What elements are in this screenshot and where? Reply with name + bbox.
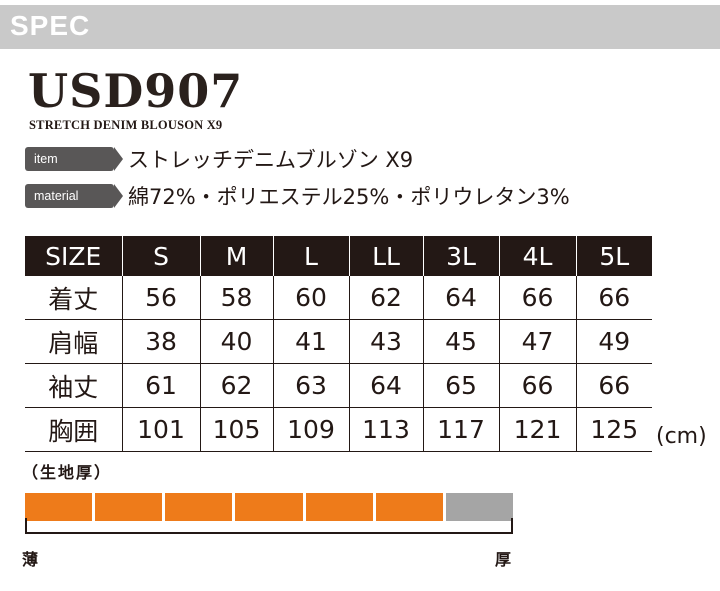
size-table-header: SIZE S M L LL 3L 4L 5L xyxy=(25,236,652,276)
table-cell: 66 xyxy=(575,276,652,320)
table-cell: 49 xyxy=(575,319,652,364)
header-cell: LL xyxy=(348,236,423,276)
table-cell: 121 xyxy=(498,407,576,452)
table-cell: 56 xyxy=(121,276,200,320)
table-cell: 66 xyxy=(498,276,576,320)
thickness-segment-filled xyxy=(165,493,233,521)
row-label: 胸囲 xyxy=(25,407,122,452)
fabric-thickness-title: （生地厚） xyxy=(22,463,113,482)
unit-label: (cm) xyxy=(656,424,707,449)
table-row: 胸囲 101 105 109 113 117 121 125 xyxy=(25,407,652,452)
table-cell: 40 xyxy=(199,319,273,364)
header-cell: M xyxy=(199,236,273,276)
table-cell: 62 xyxy=(348,276,423,320)
table-cell: 125 xyxy=(575,407,652,452)
table-cell: 38 xyxy=(121,319,200,364)
header-cell: SIZE xyxy=(25,236,122,276)
table-cell: 58 xyxy=(199,276,273,320)
table-cell: 45 xyxy=(422,319,499,364)
size-table: SIZE S M L LL 3L 4L 5L 着丈 56 58 60 62 64… xyxy=(25,236,652,452)
model-number: USD907 xyxy=(28,64,244,118)
spec-header-bar: SPEC xyxy=(0,5,720,49)
spec-title: SPEC xyxy=(10,10,91,41)
row-label: 着丈 xyxy=(25,276,122,320)
row-label: 袖丈 xyxy=(25,363,122,408)
table-cell: 64 xyxy=(422,276,499,320)
item-value: ストレッチデニムブルゾン X9 xyxy=(128,148,414,172)
product-subtitle: STRETCH DENIM BLOUSON X9 xyxy=(29,118,223,132)
header-cell: 3L xyxy=(422,236,499,276)
table-cell: 109 xyxy=(272,407,349,452)
header-cell: 4L xyxy=(498,236,576,276)
material-label: material xyxy=(25,184,123,208)
table-cell: 64 xyxy=(348,363,423,408)
thin-label: 薄 xyxy=(22,550,39,569)
table-cell: 43 xyxy=(348,319,423,364)
row-label: 肩幅 xyxy=(25,319,122,364)
header-cell: S xyxy=(121,236,200,276)
table-cell: 41 xyxy=(272,319,349,364)
table-cell: 47 xyxy=(498,319,576,364)
thickness-segment-filled xyxy=(305,493,373,521)
table-cell: 60 xyxy=(272,276,349,320)
table-cell: 66 xyxy=(498,363,576,408)
thickness-segment-filled xyxy=(235,493,303,521)
header-cell: L xyxy=(272,236,349,276)
material-value: 綿72%・ポリエステル25%・ポリウレタン3% xyxy=(128,185,570,209)
table-cell: 63 xyxy=(272,363,349,408)
thickness-segment-filled xyxy=(25,493,93,521)
table-row: 肩幅 38 40 41 43 45 47 49 xyxy=(25,319,652,364)
table-cell: 117 xyxy=(422,407,499,452)
table-cell: 65 xyxy=(422,363,499,408)
item-label: item xyxy=(25,147,123,171)
thick-label: 厚 xyxy=(495,550,512,569)
table-cell: 105 xyxy=(199,407,273,452)
table-row: 袖丈 61 62 63 64 65 66 66 xyxy=(25,363,652,408)
fabric-thickness-scale xyxy=(25,493,513,521)
table-cell: 62 xyxy=(199,363,273,408)
table-cell: 66 xyxy=(575,363,652,408)
table-cell: 113 xyxy=(348,407,423,452)
thickness-segment-filled xyxy=(375,493,443,521)
thickness-scale-bracket xyxy=(25,518,513,534)
table-cell: 61 xyxy=(121,363,200,408)
thickness-segment-filled xyxy=(95,493,163,521)
table-row: 着丈 56 58 60 62 64 66 66 xyxy=(25,276,652,320)
thickness-segment-empty xyxy=(445,493,513,521)
header-cell: 5L xyxy=(575,236,652,276)
table-cell: 101 xyxy=(121,407,200,452)
